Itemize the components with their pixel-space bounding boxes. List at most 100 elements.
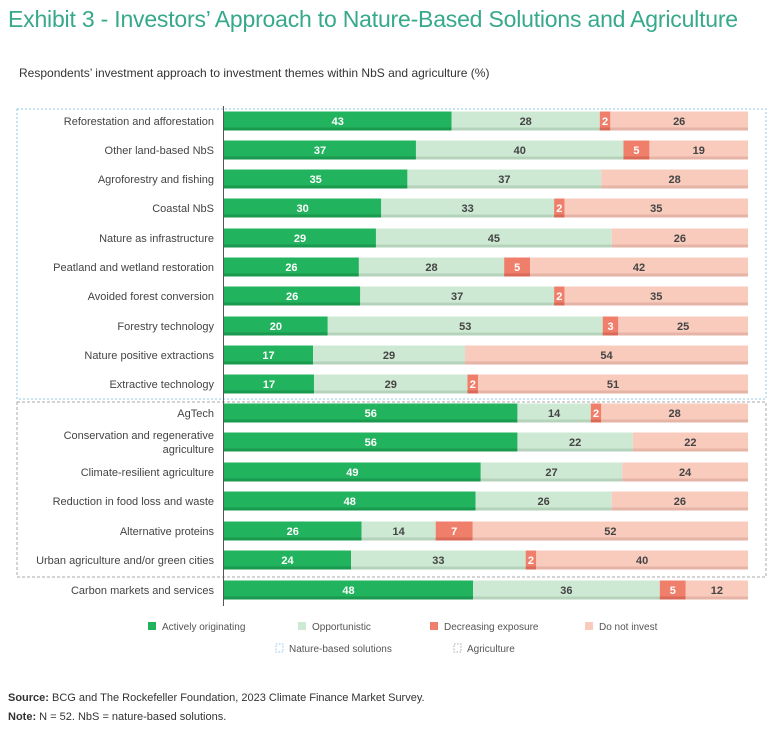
data-label: 2 — [528, 555, 534, 567]
data-label: 35 — [650, 203, 662, 215]
bar-segment-shadow — [590, 419, 602, 423]
data-label: 37 — [314, 145, 326, 157]
bar-segment-do-not-invest — [685, 580, 748, 600]
data-label: 7 — [451, 526, 457, 538]
category-label: Agroforestry and fishing — [98, 174, 214, 186]
category-label: Carbon markets and services — [71, 585, 215, 597]
data-label: 28 — [425, 262, 437, 274]
data-label: 2 — [602, 116, 608, 128]
bar-segment-actively-originating — [224, 169, 408, 189]
legend-label: Actively originating — [162, 622, 245, 633]
bar-segment-opportunistic — [473, 580, 660, 600]
bar-segment-shadow — [361, 537, 436, 541]
bar-segment-shadow — [478, 390, 748, 394]
agriculture-group-box — [16, 401, 767, 578]
data-label: 33 — [432, 555, 444, 567]
bar-segment-decreasing-exposure — [590, 403, 602, 423]
bar-segment-shadow — [610, 127, 748, 131]
data-label: 26 — [538, 496, 550, 508]
bar-segment-shadow — [313, 390, 468, 394]
bar-segment-do-not-invest — [632, 432, 748, 452]
legend-swatch-opportunistic — [298, 622, 306, 630]
data-label: 26 — [286, 291, 298, 303]
category-label: Reduction in food loss and waste — [53, 496, 214, 508]
data-label: 22 — [569, 437, 581, 449]
data-label: 17 — [262, 350, 274, 362]
bar-segment-do-not-invest — [564, 286, 748, 306]
bar-segment-opportunistic — [361, 521, 436, 541]
bar-segment-shadow — [224, 302, 361, 306]
bar-segment-opportunistic — [517, 403, 591, 423]
bar-segment-shadow — [224, 185, 408, 189]
bar-segment-shadow — [224, 273, 359, 277]
category-label: Forestry technology — [117, 321, 214, 333]
bar-segment-shadow — [564, 214, 748, 218]
bar-segment-opportunistic — [381, 198, 555, 218]
exhibit-title: Exhibit 3 - Investors’ Approach to Natur… — [8, 6, 738, 32]
bar-segment-shadow — [623, 156, 650, 160]
data-label: 54 — [600, 350, 613, 362]
bar-segment-shadow — [224, 390, 314, 394]
bar-segment-do-not-invest — [649, 140, 748, 160]
bar-segment-do-not-invest — [536, 550, 748, 570]
bar-segment-shadow — [313, 361, 466, 365]
category-label: Alternative proteins — [120, 526, 215, 538]
category-label: AgTech — [177, 408, 214, 420]
bar-segment-shadow — [451, 127, 600, 131]
data-label: 36 — [560, 585, 572, 597]
data-label: 26 — [285, 262, 297, 274]
data-label: 45 — [488, 233, 500, 245]
bar-segment-shadow — [224, 361, 314, 365]
bar-segment-shadow — [381, 214, 555, 218]
bar-segment-do-not-invest — [622, 462, 748, 482]
group-legend-label: Nature-based solutions — [289, 644, 392, 655]
bar-segment-shadow — [224, 566, 352, 570]
bar-segment-decreasing-exposure — [435, 521, 473, 541]
data-label: 12 — [711, 585, 723, 597]
group-legend-swatch — [453, 643, 462, 653]
bar-segment-shadow — [475, 507, 612, 511]
legend-swatch-actively-originating — [148, 622, 156, 630]
data-label: 51 — [607, 379, 619, 391]
legend-swatch-decreasing-exposure — [430, 622, 438, 630]
bar-segment-shadow — [685, 596, 748, 600]
data-label: 22 — [684, 437, 696, 449]
bar-segment-actively-originating — [224, 521, 362, 541]
bar-segment-opportunistic — [407, 169, 602, 189]
data-label: 29 — [383, 350, 395, 362]
data-label: 24 — [281, 555, 294, 567]
bar-segment-opportunistic — [451, 111, 600, 131]
bar-segment-decreasing-exposure — [525, 550, 537, 570]
legend-label: Do not invest — [599, 622, 658, 633]
bar-segment-shadow — [358, 273, 505, 277]
bar-segment-shadow — [554, 302, 565, 306]
bar-segment-do-not-invest — [610, 111, 748, 131]
data-label: 37 — [451, 291, 463, 303]
data-label: 42 — [633, 262, 645, 274]
data-label: 27 — [545, 467, 557, 479]
group-legend-swatch — [275, 643, 284, 653]
data-label: 35 — [310, 174, 322, 186]
bar-segment-decreasing-exposure — [659, 580, 686, 600]
bar-segment-actively-originating — [224, 198, 382, 218]
bar-segment-opportunistic — [358, 257, 505, 277]
bar-segment-actively-originating — [224, 286, 361, 306]
category-label: Peatland and wetland restoration — [53, 262, 214, 274]
category-label: agriculture — [163, 444, 214, 456]
data-label: 2 — [470, 379, 476, 391]
bar-segment-shadow — [599, 127, 611, 131]
bar-segment-actively-originating — [224, 345, 314, 365]
bar-segment-actively-originating — [224, 580, 474, 600]
bar-segment-shadow — [564, 302, 748, 306]
data-label: 26 — [674, 233, 686, 245]
bar-segment-decreasing-exposure — [599, 111, 611, 131]
data-label: 14 — [548, 408, 561, 420]
bar-segment-shadow — [224, 214, 382, 218]
bar-segment-do-not-invest — [465, 345, 748, 365]
data-label: 17 — [263, 379, 275, 391]
bar-segment-shadow — [480, 478, 623, 482]
category-label: Conservation and regenerative — [64, 430, 214, 442]
data-label: 2 — [556, 203, 562, 215]
